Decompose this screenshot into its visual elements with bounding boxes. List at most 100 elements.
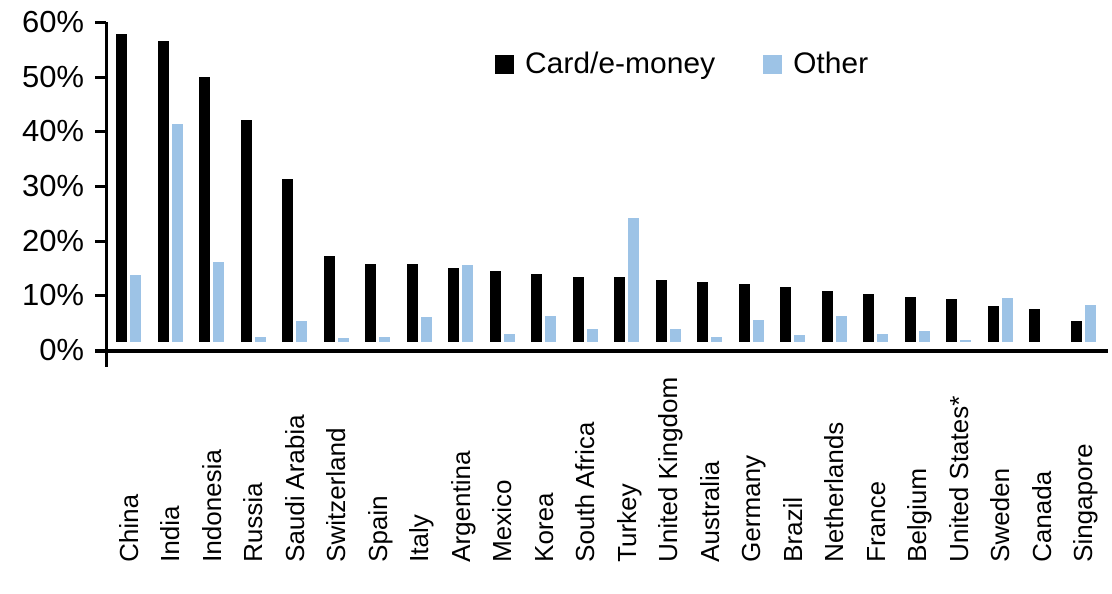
bar-group-singapore: Singapore: [1063, 22, 1105, 562]
bar-pair: [116, 22, 142, 343]
bar-pair: [1029, 22, 1054, 343]
bar-group-argentina: Argentina: [440, 22, 482, 562]
bar-group-netherlands: Netherlands: [814, 22, 856, 562]
bar-group-saudi-arabia: Saudi Arabia: [274, 22, 316, 562]
bar-group-united-states-: United States*: [938, 22, 980, 562]
bar-group-russia: Russia: [233, 22, 275, 562]
other-bar: [420, 317, 432, 343]
bar-group-india: India: [150, 22, 192, 562]
other-bar: [503, 334, 515, 343]
bar-group-france: France: [855, 22, 897, 562]
x-axis-label: United States*: [943, 395, 974, 562]
x-axis-label: South Africa: [570, 421, 601, 562]
other-bar: [296, 321, 308, 343]
card-e-money-bar: [448, 268, 460, 343]
x-axis-label: Italy: [404, 514, 435, 562]
y-tick-label-50: 50%: [21, 58, 84, 94]
bar-group-sweden: Sweden: [980, 22, 1022, 562]
x-axis-label: Mexico: [487, 479, 518, 562]
x-axis-label: Belgium: [902, 468, 933, 562]
legend-swatch-other: [763, 54, 783, 74]
card-e-money-bar: [821, 291, 833, 343]
bar-pair: [738, 22, 764, 343]
card-e-money-bar: [987, 306, 999, 343]
bar-pair: [199, 22, 225, 343]
card-e-money-bar: [323, 256, 335, 343]
other-bar: [918, 331, 930, 343]
x-axis-label: France: [860, 481, 891, 562]
legend: Card/e-money Other: [495, 47, 868, 81]
x-axis-label: United Kingdom: [653, 377, 684, 562]
x-axis-label: Germany: [736, 455, 767, 562]
x-axis-label: Korea: [528, 492, 559, 562]
x-axis-label: Argentina: [445, 450, 476, 562]
y-tick-mark-30: [95, 185, 106, 188]
x-axis-label: Turkey: [611, 483, 642, 563]
other-bar: [254, 337, 266, 343]
y-tick-mark-60: [95, 21, 106, 24]
y-tick-label-60: 60%: [21, 4, 84, 39]
y-tick-label-30: 30%: [21, 168, 84, 203]
card-e-money-bar: [406, 264, 418, 343]
y-tick-mark-50: [95, 75, 106, 79]
card-e-money-bar: [863, 294, 875, 343]
bar-pair: [406, 22, 432, 343]
bar-group-switzerland: Switzerland: [316, 22, 358, 562]
bar-pair: [489, 22, 515, 343]
card-e-money-bar: [1070, 321, 1082, 343]
x-axis-line: [95, 349, 1108, 353]
other-bar: [628, 218, 640, 343]
bar-group-brazil: Brazil: [772, 22, 814, 562]
card-e-money-bar: [780, 287, 792, 343]
card-e-money-bar: [1029, 309, 1041, 343]
x-axis-label: Sweden: [985, 468, 1016, 562]
other-bar: [960, 340, 972, 343]
bar-pair: [240, 22, 266, 343]
legend-swatch-card-e-money: [495, 54, 514, 74]
card-e-money-bar: [531, 274, 543, 343]
card-e-money-bar: [365, 264, 377, 343]
x-axis-label: Canada: [1026, 470, 1057, 562]
bar-group-korea: Korea: [523, 22, 565, 562]
card-e-money-bar: [240, 120, 252, 343]
bar-pair: [531, 22, 557, 343]
bar-group-germany: Germany: [731, 22, 773, 562]
bar-pair: [365, 22, 391, 343]
bar-pair: [697, 22, 723, 343]
x-axis-label: Saudi Arabia: [279, 414, 310, 562]
bar-group-south-africa: South Africa: [565, 22, 607, 562]
bar-pair: [614, 22, 640, 343]
card-e-money-bar: [738, 284, 750, 343]
other-bar: [586, 329, 598, 343]
plot-area: China India Indonesia Russia Saudi Arabia Swi…: [108, 22, 1104, 562]
other-bar: [213, 262, 225, 343]
bar-group-mexico: Mexico: [482, 22, 524, 562]
other-bar: [1084, 305, 1096, 343]
other-bar: [171, 124, 183, 343]
legend-label-other: Other: [793, 47, 869, 80]
card-e-money-bar: [614, 277, 626, 343]
card-e-money-bar: [489, 271, 501, 343]
x-axis-label: Switzerland: [321, 427, 352, 562]
other-bar: [794, 335, 806, 343]
bar-pair: [655, 22, 681, 343]
y-tick-mark-20: [95, 239, 106, 243]
bar-group-australia: Australia: [689, 22, 731, 562]
other-bar: [669, 329, 681, 343]
bar-pair: [821, 22, 847, 343]
x-axis-label: Australia: [694, 460, 725, 562]
y-tick-label-40: 40%: [21, 113, 84, 149]
other-bar: [835, 316, 847, 343]
x-axis-label: Netherlands: [819, 421, 850, 562]
card-e-money-bar: [697, 282, 709, 343]
bar-pair: [572, 22, 598, 343]
y-tick-mark-10: [95, 294, 106, 298]
bar-pair: [987, 22, 1013, 343]
legend-label-card-e-money: Card/e-money: [525, 47, 716, 80]
bar-group-united-kingdom: United Kingdom: [648, 22, 690, 562]
bar-pair: [282, 22, 308, 343]
bar-pair: [157, 22, 183, 343]
bar-pair: [780, 22, 806, 343]
bar-pair: [904, 22, 930, 343]
x-axis-label: Spain: [362, 495, 393, 563]
